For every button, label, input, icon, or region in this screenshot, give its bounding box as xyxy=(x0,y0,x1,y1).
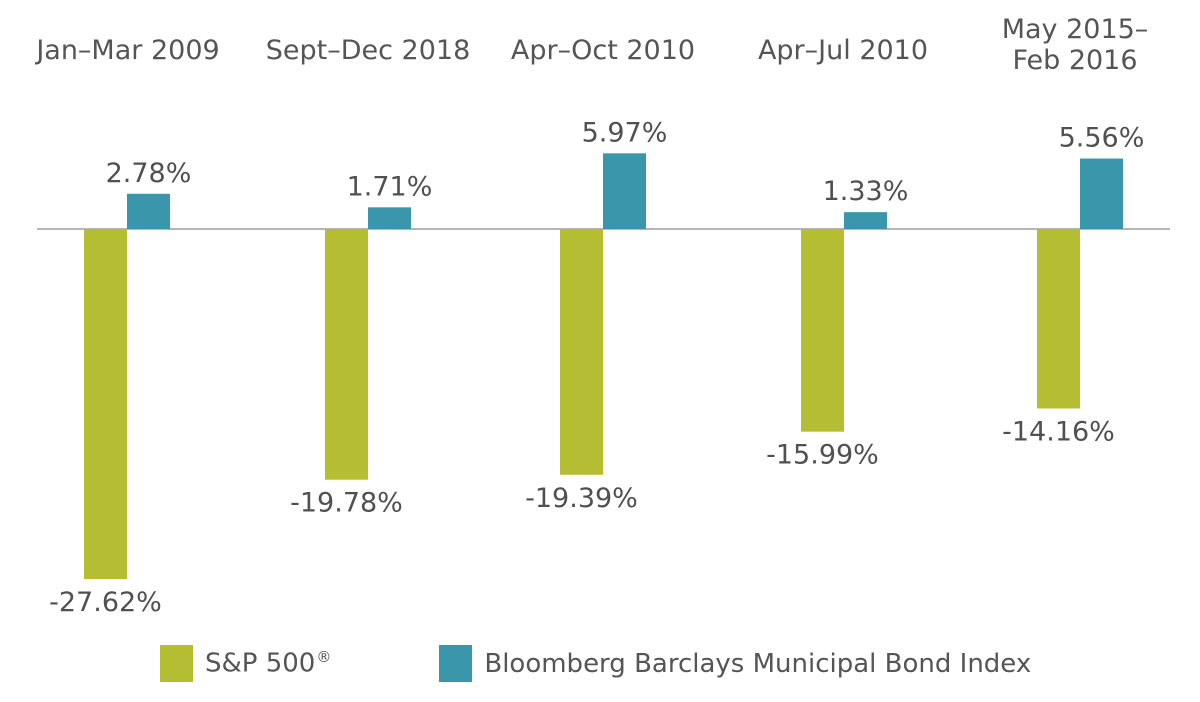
category-label-0: Jan–Mar 2009 xyxy=(34,35,219,66)
legend: S&P 500® Bloomberg Barclays Municipal Bo… xyxy=(160,645,1031,682)
category-label-line: Jan–Mar 2009 xyxy=(34,35,219,66)
data-label-municipal-bond-1: 1.71% xyxy=(347,171,433,202)
data-label-sp500-4: -14.16% xyxy=(1002,416,1115,447)
bar-municipal-bond-4 xyxy=(1080,158,1123,229)
data-label-municipal-bond-0: 2.78% xyxy=(106,158,192,189)
category-label-4: May 2015– Feb 2016 xyxy=(1002,14,1149,76)
data-label-sp500-2: -19.39% xyxy=(525,483,638,514)
bar-sp500-0 xyxy=(84,229,127,580)
category-label-3: Apr–Jul 2010 xyxy=(758,35,928,66)
legend-item-municipal-bond: Bloomberg Barclays Municipal Bond Index xyxy=(439,645,1031,682)
bar-municipal-bond-3 xyxy=(844,212,887,229)
category-label-line: May 2015– xyxy=(1002,14,1149,45)
data-label-sp500-1: -19.78% xyxy=(290,488,403,519)
bar-sp500-3 xyxy=(801,229,844,432)
bar-sp500-1 xyxy=(325,229,368,480)
category-label-line: Apr–Oct 2010 xyxy=(511,35,695,66)
data-label-municipal-bond-2: 5.97% xyxy=(582,117,668,148)
legend-swatch-sp500 xyxy=(160,645,193,682)
category-label-line: Sept–Dec 2018 xyxy=(266,35,471,66)
data-label-sp500-0: -27.62% xyxy=(49,587,162,618)
legend-label-municipal-bond: Bloomberg Barclays Municipal Bond Index xyxy=(484,648,1032,679)
bar-sp500-2 xyxy=(560,229,603,475)
bar-sp500-4 xyxy=(1037,229,1080,409)
category-label-1: Sept–Dec 2018 xyxy=(266,35,471,66)
category-label-2: Apr–Oct 2010 xyxy=(511,35,695,66)
legend-swatch-municipal-bond xyxy=(439,645,473,682)
bar-municipal-bond-2 xyxy=(603,153,646,229)
category-label-line: Feb 2016 xyxy=(1012,45,1137,76)
registered-mark: ® xyxy=(316,648,332,667)
legend-item-sp500: S&P 500® xyxy=(160,645,331,682)
data-label-municipal-bond-4: 5.56% xyxy=(1059,123,1145,154)
bar-municipal-bond-0 xyxy=(127,193,170,229)
data-label-sp500-3: -15.99% xyxy=(766,440,879,471)
legend-label-sp500: S&P 500® xyxy=(205,648,332,679)
category-label-line: Apr–Jul 2010 xyxy=(758,35,928,66)
bar-municipal-bond-1 xyxy=(368,207,411,229)
data-label-municipal-bond-3: 1.33% xyxy=(823,176,909,207)
